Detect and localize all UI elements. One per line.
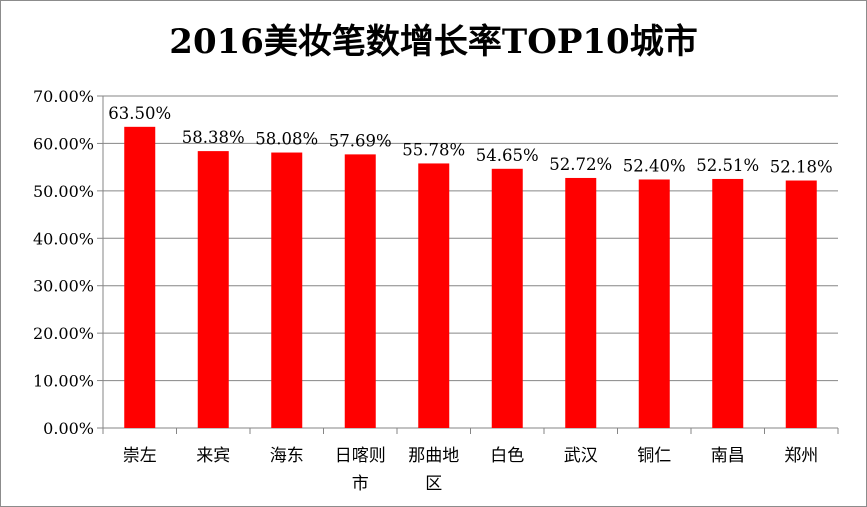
y-tick-label: 30.00% (33, 277, 94, 296)
y-tick-label: 50.00% (33, 182, 94, 201)
bar (271, 152, 303, 428)
category-label: 郑州 (784, 446, 818, 466)
data-label: 54.65% (476, 146, 539, 165)
bar (418, 163, 450, 429)
bar (565, 177, 597, 428)
y-tick-label: 60.00% (33, 134, 94, 153)
y-tick-label: 70.00% (33, 87, 94, 106)
y-tick-label: 10.00% (33, 372, 94, 391)
bar (197, 151, 229, 428)
bar (344, 154, 376, 428)
data-label: 52.72% (549, 155, 612, 174)
data-label: 57.69% (329, 131, 392, 150)
category-label: 南昌 (711, 446, 745, 466)
data-label: 55.78% (402, 140, 465, 159)
data-label: 52.51% (696, 156, 759, 175)
category-label: 海东 (270, 446, 304, 466)
category-label: 那曲地区 (408, 446, 459, 494)
data-label: 58.38% (182, 128, 245, 147)
data-label: 52.18% (770, 158, 833, 177)
data-label: 58.08% (255, 130, 318, 149)
y-tick-label: 20.00% (33, 324, 94, 343)
y-tick-label: 40.00% (33, 229, 94, 248)
bar (124, 126, 156, 428)
category-label: 崇左 (123, 446, 157, 466)
bar (491, 168, 523, 428)
category-label: 来宾 (196, 446, 230, 466)
chart-title: 2016美妆笔数增长率TOP10城市 (169, 22, 698, 62)
data-label: 63.50% (108, 104, 171, 123)
bar (785, 180, 817, 428)
category-label: 武汉 (564, 446, 598, 466)
data-label: 52.40% (623, 156, 686, 175)
bar (638, 179, 670, 428)
bar (712, 178, 744, 428)
y-tick-label: 0.00% (43, 419, 94, 438)
category-label: 日喀则市 (335, 446, 386, 494)
category-label: 白色 (490, 446, 524, 466)
category-label: 铜仁 (637, 446, 671, 466)
